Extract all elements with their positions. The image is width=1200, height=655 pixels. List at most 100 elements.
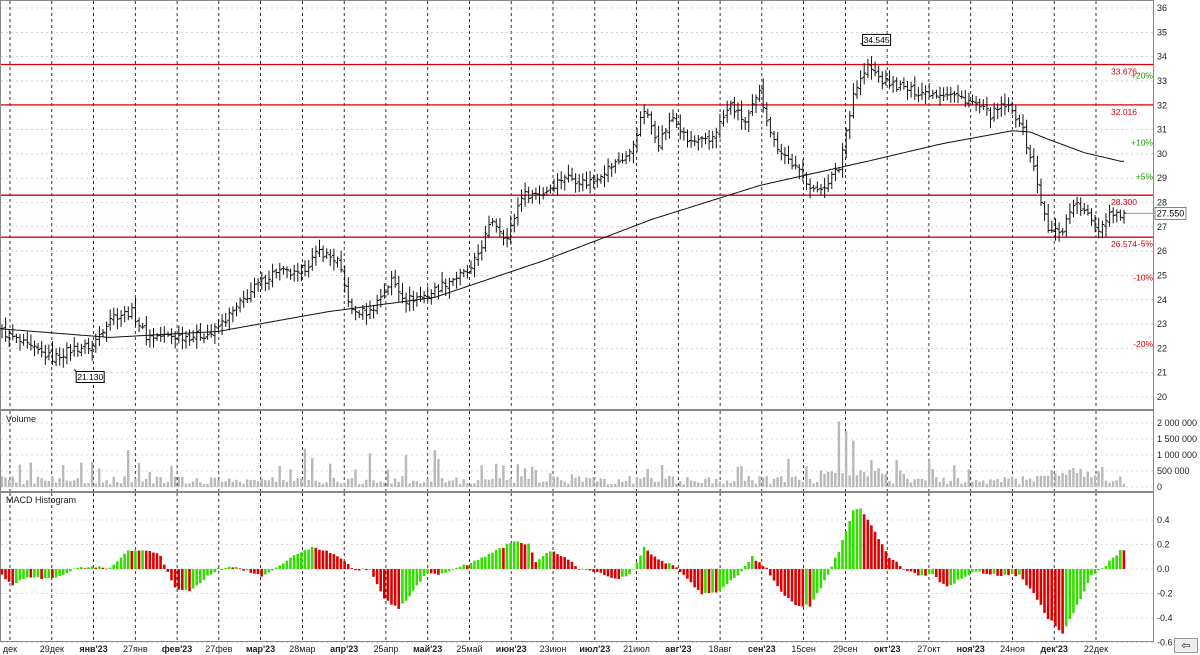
- volume-bar: [181, 476, 184, 487]
- macd-bar: [689, 569, 693, 583]
- ohlc-bar: [36, 343, 41, 355]
- macd-bar: [51, 569, 54, 578]
- ohlc-bar: [1114, 209, 1119, 223]
- macd-bar: [22, 569, 25, 580]
- percent-label: +10%: [1131, 137, 1153, 147]
- volume-bar: [707, 477, 711, 487]
- macd-bar: [126, 550, 130, 569]
- macd-bar: [545, 553, 548, 569]
- volume-bar: [567, 483, 570, 487]
- volume-bar: [733, 481, 736, 487]
- ohlc-bar: [126, 306, 131, 321]
- macd-bar: [758, 562, 761, 569]
- macd-bar: [999, 569, 1003, 576]
- macd-bar: [653, 556, 657, 569]
- ohlc-bar: [678, 114, 683, 140]
- macd-bar: [105, 568, 108, 570]
- macd-bar: [397, 569, 400, 609]
- macd-bar: [812, 569, 815, 600]
- volume-bar: [848, 475, 851, 487]
- volume-bar: [166, 481, 170, 487]
- volume-bar: [1028, 478, 1032, 487]
- ohlc-bar: [988, 107, 993, 129]
- ohlc-bar: [710, 130, 715, 149]
- ohlc-bar: [754, 94, 758, 114]
- ohlc-bar: [115, 308, 120, 330]
- macd-bar: [588, 569, 592, 571]
- macd-bar: [170, 569, 173, 581]
- ohlc-bar: [1071, 199, 1076, 218]
- volume-bar: [44, 480, 47, 487]
- volume-bar: [448, 480, 451, 487]
- macd-bar: [466, 565, 469, 569]
- macd-bar: [267, 569, 271, 573]
- volume-bar: [7, 480, 11, 487]
- ohlc-bar: [519, 189, 524, 212]
- x-tick-label: 24ноя: [1000, 644, 1025, 654]
- ohlc-bar: [1060, 228, 1065, 236]
- x-tick-label: дек: [3, 644, 17, 654]
- volume-bar: [686, 477, 689, 487]
- volume-bar: [440, 478, 444, 487]
- arrow-left-icon: ⇦: [1181, 640, 1191, 652]
- macd-bar: [830, 566, 833, 569]
- volume-bar: [1072, 468, 1075, 487]
- volume-bar: [552, 476, 556, 487]
- volume-bar: [826, 471, 830, 487]
- ohlc-bar: [285, 266, 289, 279]
- macd-bar: [1097, 569, 1100, 571]
- volume-bar: [657, 481, 660, 487]
- ohlc-bar: [649, 111, 654, 135]
- macd-bar: [682, 569, 686, 575]
- macd-bar: [978, 569, 981, 572]
- macd-bar: [1122, 550, 1126, 569]
- ohlc-bar: [451, 277, 455, 286]
- volume-bar: [862, 471, 866, 487]
- volume-bar: [502, 465, 505, 487]
- extreme-label: 21.130: [77, 372, 103, 382]
- ohlc-bar: [129, 302, 134, 320]
- ohlc-bar: [299, 264, 304, 282]
- macd-bar: [646, 550, 649, 569]
- x-tick-label: 25апр: [373, 644, 398, 654]
- ohlc-bar: [548, 184, 553, 194]
- ohlc-bar: [660, 125, 665, 151]
- volume-bar: [992, 480, 996, 487]
- macd-bar: [307, 549, 310, 569]
- ohlc-bar: [169, 328, 174, 345]
- macd-bar: [1072, 569, 1075, 613]
- macd-bar: [43, 569, 47, 579]
- volume-bar: [1057, 475, 1061, 487]
- volume-bar: [116, 482, 119, 487]
- macd-bar: [541, 556, 545, 569]
- ohlc-bar: [368, 300, 372, 320]
- ohlc-bar: [104, 321, 109, 342]
- ohlc-bar: [21, 333, 26, 346]
- volume-bar: [693, 481, 696, 487]
- macd-bar: [328, 553, 332, 569]
- macd-bar: [130, 551, 134, 569]
- volume-bar: [282, 480, 285, 487]
- macd-bar: [617, 569, 621, 579]
- macd-bar: [1021, 569, 1025, 580]
- ohlc-bar: [808, 178, 813, 199]
- ohlc-bar: [916, 86, 921, 103]
- x-tick-label: 23июн: [540, 644, 567, 654]
- volume-bar: [574, 477, 577, 487]
- macd-bar: [671, 565, 675, 569]
- volume-bar: [816, 482, 819, 487]
- volume-bar: [1079, 468, 1082, 487]
- volume-bar: [123, 476, 126, 487]
- macd-bar: [740, 569, 743, 572]
- volume-bar: [823, 473, 826, 487]
- volume-bar: [697, 482, 700, 487]
- volume-bar: [808, 479, 812, 487]
- macd-bar: [54, 569, 58, 578]
- volume-bar: [974, 479, 978, 487]
- macd-bar: [527, 543, 530, 569]
- ohlc-bar: [335, 256, 340, 268]
- volume-bar: [830, 471, 833, 487]
- volume-bar: [321, 483, 325, 487]
- scroll-left-button[interactable]: ⇦: [1174, 638, 1198, 653]
- ohlc-bar: [671, 109, 675, 123]
